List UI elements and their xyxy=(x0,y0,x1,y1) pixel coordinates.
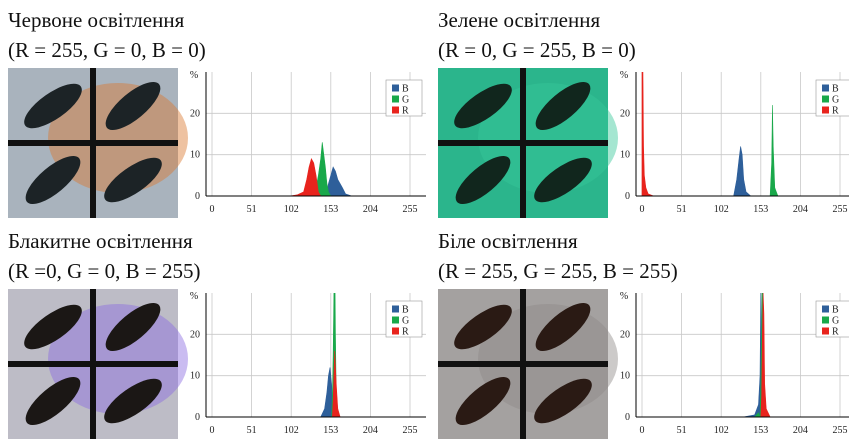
legend-swatch xyxy=(392,328,399,335)
photo xyxy=(438,289,618,439)
y-tick-label: 20 xyxy=(190,108,200,119)
x-tick-label: 0 xyxy=(640,425,645,436)
legend-label: G xyxy=(832,95,839,106)
legend-swatch xyxy=(822,328,829,335)
x-tick-label: 0 xyxy=(210,204,215,215)
legend-swatch xyxy=(392,96,399,103)
legend-swatch xyxy=(822,96,829,103)
x-tick-label: 51 xyxy=(677,425,687,436)
page: {"chart_data": [ {"type": "area", "title… xyxy=(0,0,849,443)
x-tick-label: 204 xyxy=(363,425,378,436)
caption-subtitle: (R = 0, G = 255, B = 0) xyxy=(438,38,636,62)
x-tick-label: 102 xyxy=(284,425,299,436)
caption-subtitle: (R = 255, G = 0, B = 0) xyxy=(8,38,206,62)
y-tick-label: 10 xyxy=(620,371,630,382)
photo xyxy=(8,289,188,439)
y-tick-label: 10 xyxy=(190,371,200,382)
photo xyxy=(8,68,188,218)
caption-subtitle: (R = 255, G = 255, B = 255) xyxy=(438,259,678,283)
caption-title: Червоне освітлення xyxy=(8,8,185,32)
legend-label: G xyxy=(402,316,409,327)
x-tick-label: 204 xyxy=(793,204,808,215)
legend-swatch xyxy=(392,317,399,324)
x-tick-label: 51 xyxy=(247,204,257,215)
legend-label: R xyxy=(832,327,839,338)
legend-label: B xyxy=(832,305,839,316)
legend-swatch xyxy=(392,306,399,313)
y-tick-label: 0 xyxy=(195,412,200,423)
y-tick-label: 20 xyxy=(620,108,630,119)
x-tick-label: 153 xyxy=(323,425,338,436)
y-tick-label: 10 xyxy=(620,150,630,161)
x-tick-label: 102 xyxy=(714,425,729,436)
x-tick-label: 0 xyxy=(640,204,645,215)
x-tick-label: 204 xyxy=(793,425,808,436)
y-axis-label: % xyxy=(190,291,198,302)
caption-title: Біле освітлення xyxy=(438,229,578,253)
x-tick-label: 51 xyxy=(247,425,257,436)
legend-label: G xyxy=(402,95,409,106)
y-tick-label: 20 xyxy=(190,329,200,340)
x-tick-label: 153 xyxy=(753,204,768,215)
y-axis-label: % xyxy=(620,70,628,81)
x-tick-label: 255 xyxy=(833,204,848,215)
photo xyxy=(438,68,618,218)
x-tick-label: 102 xyxy=(714,204,729,215)
legend-swatch xyxy=(822,317,829,324)
legend-label: R xyxy=(402,106,409,117)
caption-title: Блакитне освітлення xyxy=(8,229,193,253)
legend-label: B xyxy=(832,84,839,95)
legend-swatch xyxy=(822,306,829,313)
legend-swatch xyxy=(392,107,399,114)
x-tick-label: 0 xyxy=(210,425,215,436)
legend-label: B xyxy=(402,305,409,316)
caption-subtitle: (R =0, G = 0, B = 255) xyxy=(8,259,200,283)
y-tick-label: 0 xyxy=(625,191,630,202)
y-tick-label: 0 xyxy=(625,412,630,423)
figure: Червоне освітлення (R = 255, G = 0, B = 0… xyxy=(0,0,849,443)
x-tick-label: 51 xyxy=(677,204,687,215)
y-axis-label: % xyxy=(620,291,628,302)
legend-label: R xyxy=(832,106,839,117)
legend-label: R xyxy=(402,327,409,338)
x-tick-label: 102 xyxy=(284,204,299,215)
x-tick-label: 255 xyxy=(403,425,418,436)
x-tick-label: 153 xyxy=(753,425,768,436)
y-axis-label: % xyxy=(190,70,198,81)
legend-swatch xyxy=(822,85,829,92)
legend-swatch xyxy=(392,85,399,92)
caption-title: Зелене освітлення xyxy=(438,8,600,32)
y-tick-label: 10 xyxy=(190,150,200,161)
x-tick-label: 255 xyxy=(833,425,848,436)
y-tick-label: 0 xyxy=(195,191,200,202)
y-tick-label: 20 xyxy=(620,329,630,340)
x-tick-label: 255 xyxy=(403,204,418,215)
x-tick-label: 153 xyxy=(323,204,338,215)
legend-label: B xyxy=(402,84,409,95)
x-tick-label: 204 xyxy=(363,204,378,215)
legend-label: G xyxy=(832,316,839,327)
legend-swatch xyxy=(822,107,829,114)
